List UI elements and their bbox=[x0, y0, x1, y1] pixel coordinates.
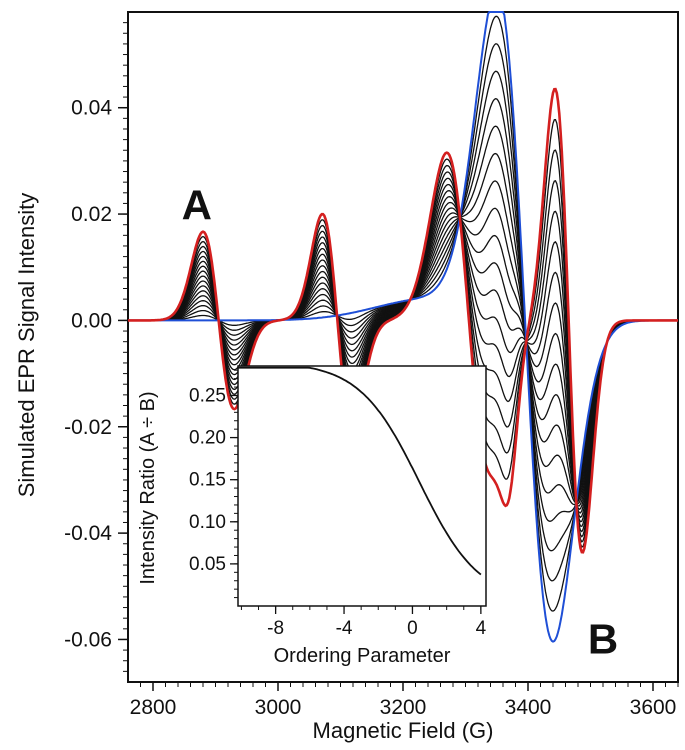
inset-x-tick-label: 4 bbox=[476, 618, 487, 639]
main-curves bbox=[128, 11, 678, 643]
red-series-line bbox=[128, 87, 678, 554]
inset-y-tick-label: 0.25 bbox=[189, 385, 226, 406]
inset-y-axis-label: Intensity Ratio (A ÷ B) bbox=[137, 391, 159, 584]
inset-x-tick-label: 0 bbox=[407, 618, 418, 639]
annotation-b: B bbox=[588, 616, 618, 663]
inset-curves bbox=[238, 366, 482, 576]
y-tick-label: -0.04 bbox=[64, 522, 112, 545]
x-tick-label: 3400 bbox=[505, 696, 552, 719]
x-tick-label: 3600 bbox=[630, 696, 677, 719]
inset-x-axis-label: Ordering Parameter bbox=[274, 645, 451, 667]
inset-y-tick-label: 0.10 bbox=[189, 512, 226, 533]
inset-y-tick-label: 0.15 bbox=[189, 470, 226, 491]
y-tick-label: 0.04 bbox=[71, 97, 112, 120]
x-axis-label: Magnetic Field (G) bbox=[313, 718, 494, 743]
annotation-a: A bbox=[182, 181, 212, 228]
inset-y-tick-label: 0.20 bbox=[189, 428, 226, 449]
inset-frame bbox=[237, 365, 487, 607]
inset-series-line bbox=[238, 366, 482, 576]
x-tick-label: 2800 bbox=[130, 696, 177, 719]
x-tick-label: 3200 bbox=[380, 696, 427, 719]
inset-x-tick-label: -4 bbox=[336, 618, 353, 639]
y-tick-label: 0.00 bbox=[71, 309, 112, 332]
y-tick-label: -0.06 bbox=[64, 628, 112, 651]
main-ticks: 2800 3000 3200 3400 3600 0.04 0.02 0.00 -0.02 -0.… bbox=[64, 22, 679, 719]
y-axis-label: Simulated EPR Signal Intensity bbox=[14, 193, 39, 498]
inset-y-tick-label: 0.05 bbox=[189, 554, 226, 575]
inset-ticks: -8 -4 0 4 0.25 0.20 0.15 0.10 0.05 bbox=[189, 369, 487, 639]
inset-x-tick-label: -8 bbox=[267, 618, 284, 639]
x-tick-label: 3000 bbox=[255, 696, 302, 719]
y-tick-label: 0.02 bbox=[71, 203, 112, 226]
y-tick-label: -0.02 bbox=[64, 416, 112, 439]
